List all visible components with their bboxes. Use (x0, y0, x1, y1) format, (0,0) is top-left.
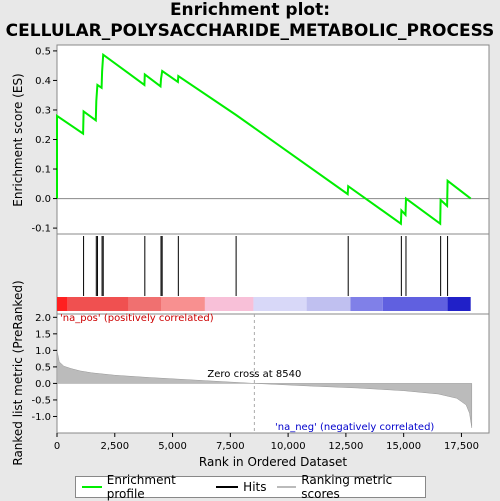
x-tick-label: 7,500 (216, 441, 245, 452)
legend-swatch-enrichment (82, 486, 102, 488)
rank-panel (56, 313, 490, 434)
x-tick-label: 2,500 (100, 441, 129, 452)
legend-swatch-hits (216, 486, 239, 488)
es-y-axis-label: Enrichment score (ES) (11, 73, 25, 206)
heat-segment (350, 297, 383, 311)
hits-group (83, 236, 449, 296)
heat-segment (253, 297, 307, 311)
rank-tick-label: -0.5 (31, 395, 51, 406)
x-tick-label: 17,500 (444, 441, 479, 452)
x-axis-label: Rank in Ordered Dataset (199, 455, 347, 469)
es-tick-label: -0.1 (31, 224, 51, 235)
heat-segment (447, 297, 471, 311)
zero-cross-label: Zero cross at 8540 (207, 369, 301, 380)
es-tick-label: 0.0 (35, 194, 51, 205)
legend-label-enrichment: Enrichment profile (106, 473, 176, 501)
enrichment-profile-line (56, 52, 472, 226)
rank-tick-label: 1.5 (35, 329, 51, 340)
ranking-metric-area (56, 350, 473, 429)
legend: Enrichment profile Hits Ranking metric s… (75, 473, 426, 501)
heat-segment (382, 297, 448, 311)
x-tick-label: 5,000 (158, 441, 187, 452)
heat-segment (67, 297, 129, 311)
heat-segment (57, 297, 68, 311)
legend-label-hits: Hits (243, 480, 267, 494)
chart-title-line1: Enrichment plot: (169, 0, 331, 20)
heat-segment (306, 297, 351, 311)
x-axis: 0 2,500 5,000 7,500 10,000 12,500 15,000 17,500 (54, 433, 479, 452)
es-tick-label: 0.1 (35, 165, 51, 176)
es-tick-label: 0.2 (35, 135, 51, 146)
legend-swatch-ranking (276, 486, 297, 488)
x-tick-label: 12,500 (328, 441, 363, 452)
rank-tick-label: 0.5 (35, 362, 51, 373)
heat-segment (128, 297, 161, 311)
rank-tick-label: -1.0 (31, 412, 51, 423)
heat-segment (161, 297, 205, 311)
chart-title-line2: CELLULAR_POLYSACCHARIDE_METABOLIC_PROCES… (5, 21, 495, 41)
chart-title: Enrichment plot: CELLULAR_POLYSACCHARIDE… (0, 0, 500, 42)
negative-correlation-label: 'na_neg' (negatively correlated) (275, 422, 434, 433)
rank-tick-label: 2.0 (35, 313, 51, 324)
x-tick-label: 0 (54, 441, 60, 452)
rank-tick-label: 1.0 (35, 346, 51, 357)
es-panel (56, 44, 490, 235)
rank-y-axis: -1.0 -0.5 0.0 0.5 1.0 1.5 2.0 (31, 313, 57, 423)
legend-label-ranking: Ranking metric scores (301, 473, 393, 501)
x-tick-label: 10,000 (271, 441, 306, 452)
rank-tick-label: 0.0 (35, 379, 51, 390)
heat-segment (204, 297, 254, 311)
es-tick-label: 0.3 (35, 105, 51, 116)
es-y-axis: -0.1 0.0 0.1 0.2 0.3 0.4 0.5 (31, 46, 57, 235)
legend-item-ranking: Ranking metric scores (276, 473, 422, 501)
x-tick-label: 15,000 (386, 441, 421, 452)
es-tick-label: 0.5 (35, 46, 51, 57)
rank-y-axis-label: Ranked list metric (PreRanked) (11, 280, 25, 465)
es-tick-label: 0.4 (35, 76, 51, 87)
positive-correlation-label: 'na_pos' (positively correlated) (60, 313, 214, 324)
legend-item-hits: Hits (216, 480, 267, 494)
ranking-heatmap-bar (57, 297, 471, 311)
legend-item-enrichment: Enrichment profile (82, 473, 206, 501)
